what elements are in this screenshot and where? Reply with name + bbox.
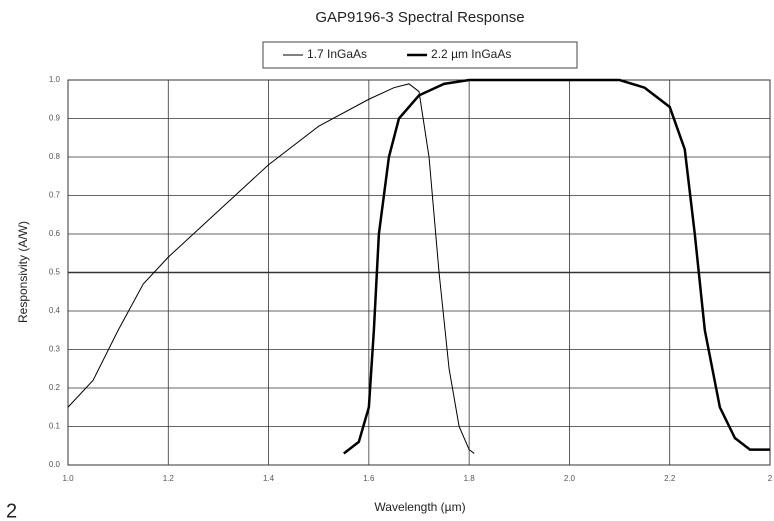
annotation: 2 <box>6 500 17 521</box>
x-tick-label: 2.2 <box>664 474 676 483</box>
x-tick-label: 1.4 <box>263 474 275 483</box>
legend-box <box>262 41 578 69</box>
y-tick-label: 1.0 <box>49 75 61 84</box>
x-tick-label: 1.0 <box>62 474 74 483</box>
x-tick-label: 1.8 <box>464 474 476 483</box>
y-tick-label: 0.0 <box>49 460 61 469</box>
legend-label: 2.2 µm InGaAs <box>431 47 511 61</box>
series-line <box>343 78 770 455</box>
y-tick-label: 0.5 <box>49 268 61 277</box>
y-tick-label: 0.1 <box>49 422 61 431</box>
y-tick-label: 0.6 <box>49 229 61 238</box>
x-axis-label: Wavelength (µm) <box>374 500 465 514</box>
plot-frame <box>67 79 771 466</box>
legend-label: 1.7 InGaAs <box>307 47 367 61</box>
y-tick-label: 0.2 <box>49 383 61 392</box>
x-tick-label: 1.2 <box>163 474 175 483</box>
y-tick-label: 0.7 <box>49 191 61 200</box>
y-tick-label: 0.8 <box>49 152 61 161</box>
series-line <box>67 83 475 454</box>
chart-title: GAP9196-3 Spectral Response <box>315 9 524 26</box>
y-tick-label: 0.3 <box>49 345 61 354</box>
y-tick-label: 0.4 <box>49 306 61 315</box>
x-tick-label: 2 <box>768 474 773 483</box>
y-axis-label: Responsivity (A/W) <box>16 221 30 323</box>
x-tick-label: 1.6 <box>363 474 375 483</box>
x-tick-label: 2.0 <box>564 474 576 483</box>
y-tick-label: 0.9 <box>49 114 61 123</box>
